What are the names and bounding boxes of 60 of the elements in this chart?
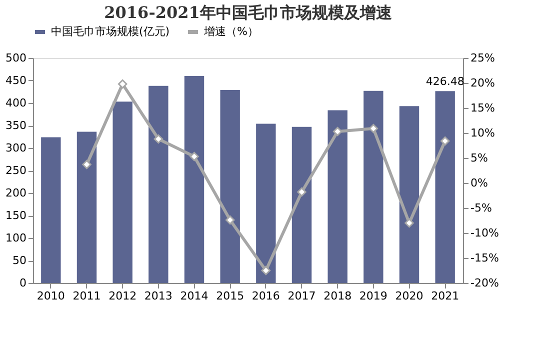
y-tick-label: 50 [12, 254, 26, 267]
point [404, 218, 414, 228]
point [440, 136, 450, 146]
y-tick-label: 150 [6, 209, 26, 222]
y-tick-label: 500 [6, 52, 26, 64]
x-tick-label: 2014 [180, 290, 208, 302]
legend-label: 增速（%） [203, 25, 258, 38]
bar [148, 86, 168, 283]
bar [184, 76, 204, 283]
y2-tick-label: 0% [470, 176, 488, 190]
point [154, 134, 164, 144]
bar [41, 137, 61, 283]
bar [256, 124, 276, 283]
legend-label: 中国毛巾市场规模(亿元) [51, 25, 170, 38]
point [368, 124, 378, 134]
point [261, 266, 271, 276]
y-tick-label: 250 [6, 164, 26, 177]
x-tick-label: 2015 [216, 290, 244, 302]
y-tick-label: 0 [20, 276, 26, 290]
x-tick-label: 2013 [144, 290, 172, 302]
y2-tick-label: -15% [470, 252, 499, 264]
bar [292, 126, 312, 283]
y-tick-label: 350 [6, 119, 26, 132]
y2-tick-label: 25% [470, 52, 495, 64]
point [190, 152, 199, 162]
x-tick-label: 2021 [431, 290, 460, 302]
x-tick-label: 2019 [359, 290, 388, 302]
bar [112, 102, 132, 283]
bar [328, 110, 348, 283]
y-tick-label: 300 [6, 142, 26, 154]
x-tick-label: 2016 [252, 290, 280, 302]
y-tick-label: 100 [6, 232, 26, 244]
chart-title: 2016-2021年中国毛巾市场规模及增速 [104, 3, 393, 22]
y2-tick-label: 15% [470, 102, 495, 114]
y-tick-label: 450 [6, 74, 26, 87]
point [332, 126, 342, 136]
x-tick-label: 2020 [395, 290, 424, 302]
point [118, 79, 128, 89]
point [225, 215, 235, 225]
data-label: 426.48 [426, 75, 464, 88]
y2-tick-label: 5% [470, 152, 488, 164]
y2-tick-label: -5% [470, 202, 492, 214]
point [297, 187, 306, 197]
y-tick-label: 400 [6, 96, 26, 110]
y2-tick-label: 20% [470, 76, 495, 90]
y2-tick-label: -10% [470, 226, 499, 240]
x-tick-label: 2012 [108, 290, 137, 302]
bar [435, 91, 455, 283]
x-tick-label: 2017 [288, 290, 316, 302]
x-tick-label: 2010 [36, 290, 65, 302]
bar [220, 90, 240, 283]
y2-tick-label: 10% [470, 126, 495, 140]
point [82, 160, 92, 170]
y-tick-label: 200 [6, 186, 26, 200]
bar [364, 90, 384, 283]
bar [399, 106, 420, 283]
bar [76, 132, 97, 283]
y2-tick-label: -20% [470, 276, 499, 290]
x-tick-label: 2018 [324, 290, 352, 302]
x-tick-label: 2011 [72, 290, 101, 302]
